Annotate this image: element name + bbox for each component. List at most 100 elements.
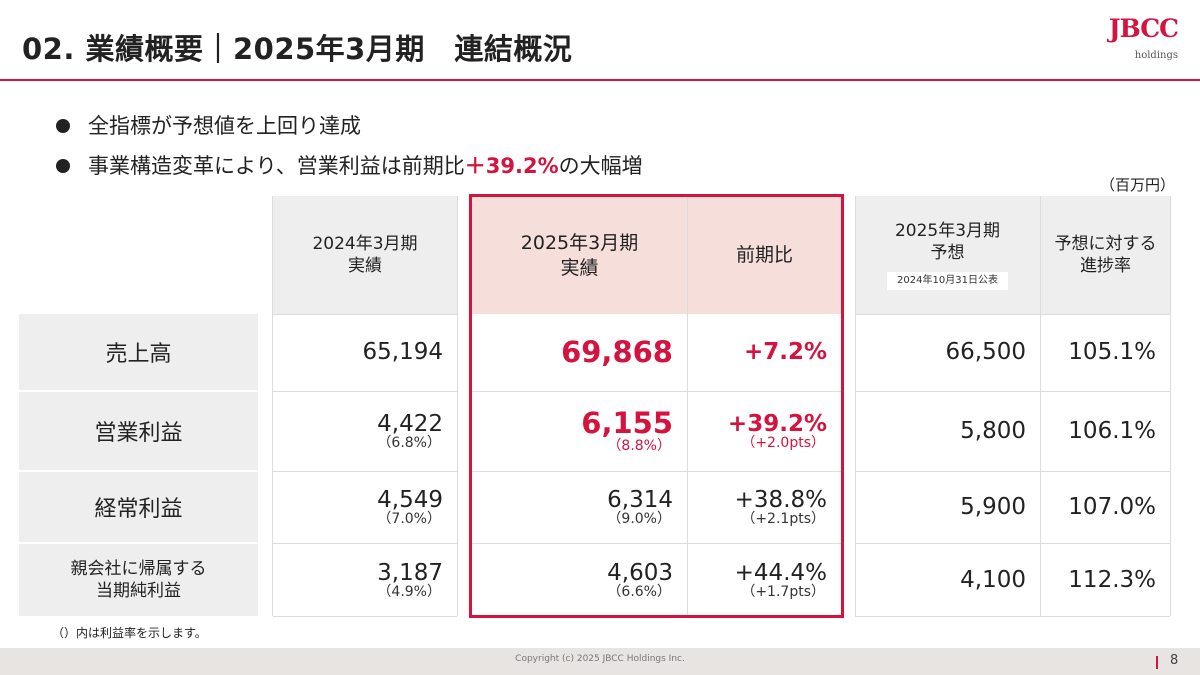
- row-label-text: 営業利益: [94, 421, 183, 446]
- header-line: 前期比: [735, 244, 793, 266]
- row-label-operating-profit: 営業利益: [19, 392, 258, 470]
- margin-rate: （9.0%）: [607, 510, 671, 527]
- column-divider: [855, 196, 856, 616]
- table-cell: 4,422 （6.8%）: [273, 392, 457, 470]
- header-line: 予想に対する: [1054, 234, 1157, 254]
- table-cell: 5,800: [855, 392, 1040, 470]
- row-divider: [273, 314, 457, 315]
- value: 66,500: [945, 338, 1026, 365]
- unit-label: （百万円）: [1100, 176, 1176, 194]
- logo-subtext: holdings: [1134, 50, 1178, 61]
- row-label-text: 親会社に帰属する: [70, 559, 207, 579]
- value: +7.2%: [743, 338, 827, 365]
- bullet-highlight: ＋39.2%: [464, 154, 559, 178]
- footer-bar: Copyright (c) 2025 JBCC Holdings Inc. 8: [0, 648, 1200, 675]
- value: 112.3%: [1068, 566, 1156, 593]
- page-number: 8: [1170, 653, 1179, 668]
- change-points: （+2.1pts）: [741, 510, 825, 527]
- value: 65,194: [362, 338, 443, 365]
- row-divider: [855, 391, 1170, 392]
- table-cell: 3,187 （4.9%）: [273, 544, 457, 616]
- title-divider: [0, 79, 1200, 81]
- value: +39.2%: [727, 410, 827, 437]
- value: 105.1%: [1068, 338, 1156, 365]
- table-cell: 65,194: [273, 314, 457, 390]
- summary-bullets: 全指標が予想値を上回り達成 事業構造変革により、営業利益は前期比 ＋39.2% …: [56, 106, 643, 186]
- row-label-text: 当期純利益: [96, 581, 181, 601]
- footnote: （）内は利益率を示します。: [52, 626, 207, 640]
- row-label-text: 売上高: [105, 342, 172, 367]
- table-cell: 69,868: [472, 314, 687, 390]
- header-line: 予想: [930, 243, 965, 263]
- header-progress: 予想に対する 進捗率: [1041, 196, 1170, 314]
- value: 4,603: [607, 559, 673, 586]
- value: 106.1%: [1068, 417, 1156, 444]
- value: +44.4%: [734, 559, 827, 586]
- page-title: 02. 業績概要｜2025年3月期 連結概況: [22, 32, 573, 66]
- current-year-highlight-frame: [469, 194, 844, 618]
- row-divider: [855, 314, 1170, 315]
- value: 107.0%: [1068, 493, 1156, 520]
- table-cell: 112.3%: [1041, 544, 1170, 616]
- table-cell: +7.2%: [688, 314, 841, 390]
- value: 5,800: [960, 417, 1026, 444]
- value: 3,187: [377, 559, 443, 586]
- value: 4,422: [377, 410, 443, 437]
- copyright-text: Copyright (c) 2025 JBCC Holdings Inc.: [515, 654, 685, 664]
- margin-rate: （8.8%）: [607, 437, 671, 454]
- row-label-net-income: 親会社に帰属する 当期純利益: [19, 544, 258, 616]
- row-divider: [273, 543, 457, 544]
- header-forecast: 2025年3月期 予想 2024年10月31日公表: [855, 196, 1040, 314]
- table-cell: 105.1%: [1041, 314, 1170, 390]
- value: 69,868: [561, 334, 673, 369]
- row-divider: [855, 471, 1170, 472]
- row-divider: [472, 543, 841, 544]
- table-cell: 6,155 （8.8%）: [472, 392, 687, 470]
- row-label-sales: 売上高: [19, 314, 258, 390]
- bullet-dot-icon: [56, 159, 70, 173]
- margin-rate: （6.8%）: [377, 434, 441, 451]
- change-points: （+1.7pts）: [741, 583, 825, 600]
- bullet-text: 事業構造変革により、営業利益は前期比: [88, 154, 465, 178]
- bullet-dot-icon: [56, 119, 70, 133]
- header-line: 実績: [348, 256, 382, 276]
- column-divider: [687, 197, 688, 615]
- table-cell: +39.2% （+2.0pts）: [688, 392, 841, 470]
- row-divider: [273, 391, 457, 392]
- header-line: 2024年3月期: [312, 234, 418, 254]
- margin-rate: （6.6%）: [607, 583, 671, 600]
- value: 4,100: [960, 566, 1026, 593]
- table-cell: 4,100: [855, 544, 1040, 616]
- header-line: 2025年3月期: [894, 221, 1001, 241]
- forecast-publish-date: 2024年10月31日公表: [887, 272, 1008, 290]
- column-divider: [1040, 196, 1041, 616]
- column-divider: [457, 196, 458, 616]
- table-cell: +44.4% （+1.7pts）: [688, 544, 841, 616]
- row-divider: [273, 616, 457, 617]
- header-line: 実績: [560, 256, 599, 279]
- table-cell: 5,900: [855, 472, 1040, 542]
- value: +38.8%: [734, 486, 827, 513]
- header-line: 2025年3月期: [520, 231, 639, 254]
- company-logo: JBCC holdings: [1108, 14, 1188, 66]
- table-cell: 4,603 （6.6%）: [472, 544, 687, 616]
- table-cell: 6,314 （9.0%）: [472, 472, 687, 542]
- bullet-text-suffix: の大幅増: [558, 154, 643, 178]
- header-curr-actual: 2025年3月期 実績: [472, 197, 687, 314]
- table-cell: 4,549 （7.0%）: [273, 472, 457, 542]
- header-yoy: 前期比: [688, 197, 841, 314]
- value: 6,314: [607, 486, 673, 513]
- row-label-ordinary-profit: 経常利益: [19, 472, 258, 542]
- margin-rate: （4.9%）: [377, 583, 441, 600]
- bullet-text: 全指標が予想値を上回り達成: [88, 114, 361, 138]
- table-cell: 66,500: [855, 314, 1040, 390]
- value: 4,549: [377, 486, 443, 513]
- row-divider: [472, 391, 841, 392]
- row-divider: [472, 471, 841, 472]
- logo-text: JBCC: [1108, 14, 1179, 43]
- row-divider: [273, 471, 457, 472]
- table-cell: 107.0%: [1041, 472, 1170, 542]
- bullet-item: 事業構造変革により、営業利益は前期比 ＋39.2% の大幅増: [56, 146, 643, 186]
- bullet-item: 全指標が予想値を上回り達成: [56, 106, 643, 146]
- value: 5,900: [960, 493, 1026, 520]
